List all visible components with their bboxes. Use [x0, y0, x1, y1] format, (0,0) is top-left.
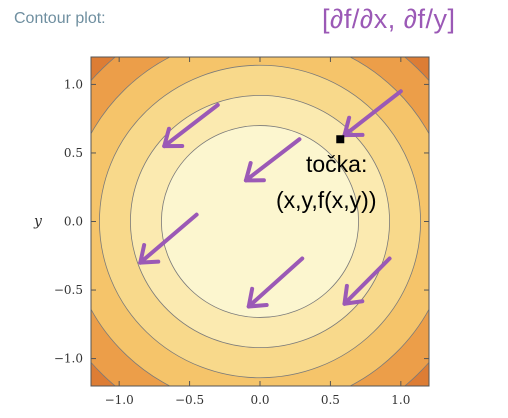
gradient-arrow	[138, 212, 199, 265]
gradient-annotation: [∂f/∂x, ∂f/y]	[322, 4, 456, 34]
gradient-arrow	[246, 256, 305, 309]
arrow-head	[162, 126, 185, 149]
arrow-head	[138, 243, 161, 265]
point-marker	[336, 135, 345, 144]
contour-band	[161, 125, 359, 318]
x-tick-label: −0.5	[175, 393, 204, 407]
x-tick-label: 1.0	[391, 393, 410, 407]
y-tick-label: −0.5	[54, 283, 83, 297]
y-tick-label: −1.0	[54, 352, 83, 366]
x-tick-label: −1.0	[105, 393, 134, 407]
x-tick-label: 0.5	[321, 393, 340, 407]
arrow-shaft	[243, 137, 302, 183]
arrow-shaft	[342, 256, 392, 306]
y-tick-label: 0.0	[64, 215, 83, 229]
point-label-title: točka:	[306, 151, 367, 177]
gradient-arrow	[342, 89, 403, 138]
point-label-coords: (x,y,f(x,y))	[276, 187, 377, 213]
gradient-arrow	[342, 256, 392, 306]
arrow-shaft	[138, 212, 199, 265]
y-tick-label: 0.5	[64, 146, 83, 160]
arrow-shaft	[162, 102, 220, 149]
arrow-head	[342, 283, 365, 306]
arrow-head	[342, 115, 365, 138]
gradient-arrows	[138, 89, 403, 309]
arrow-shaft	[246, 256, 305, 309]
y-axis-label: y	[33, 214, 43, 230]
point-layer: točka: (x,y,f(x,y))	[276, 135, 377, 213]
axis-ticks: −1.0 −0.5 0.0 0.5 1.0 1.0 0.5 0.0 −0.5 −1.0 y	[33, 57, 429, 407]
arrow-shaft	[342, 89, 403, 138]
arrow-head	[246, 286, 269, 309]
y-tick-label: 1.0	[64, 77, 83, 91]
x-tick-label: 0.0	[250, 393, 269, 407]
plot-caption: Contour plot:	[14, 10, 106, 27]
gradient-arrow	[162, 102, 220, 149]
arrow-head	[243, 161, 266, 183]
gradient-arrow	[243, 137, 302, 183]
